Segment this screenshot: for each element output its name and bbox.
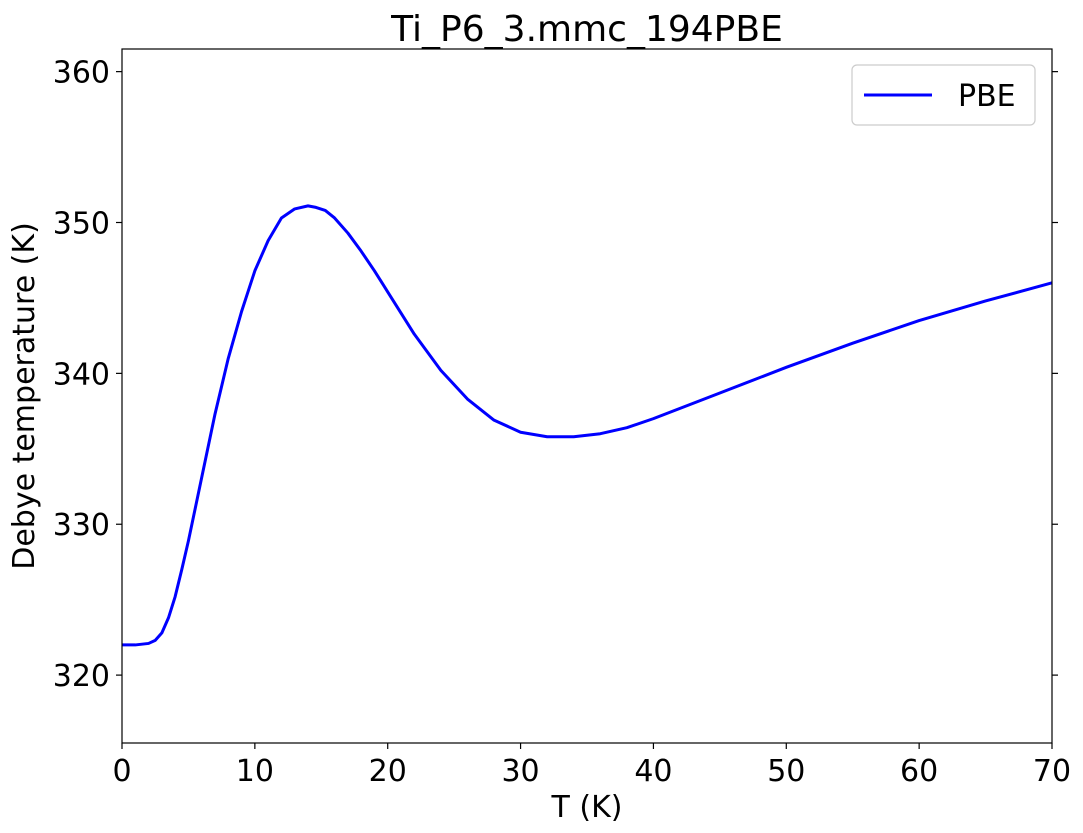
legend: PBE — [851, 64, 1036, 126]
y-tick-label-330: 330 — [53, 508, 110, 543]
x-tick-label-20: 20 — [369, 754, 407, 789]
y-tick-label-340: 340 — [53, 357, 110, 392]
y-tick-label-350: 350 — [53, 207, 110, 242]
legend-label-pbe: PBE — [958, 79, 1016, 114]
y-axis-label: Debye temperature (K) — [7, 222, 42, 570]
x-tick-label-60: 60 — [900, 754, 938, 789]
x-tick-label-0: 0 — [112, 754, 131, 789]
plot-area: 0 10 20 30 40 50 60 70 320 330 340 350 360 — [53, 48, 1071, 789]
y-tick-label-360: 360 — [53, 56, 110, 91]
x-tick-label-10: 10 — [236, 754, 274, 789]
y-tick-label-320: 320 — [53, 659, 110, 694]
x-axis-label: T (K) — [551, 790, 623, 825]
series-line-pbe — [122, 204, 1053, 647]
axes-frame — [121, 48, 1053, 744]
x-tick-label-50: 50 — [767, 754, 805, 789]
chart-title: Ti_P6_3.mmc_194PBE — [390, 9, 783, 50]
x-tick-label-70: 70 — [1033, 754, 1071, 789]
x-tick-label-40: 40 — [634, 754, 672, 789]
legend-box — [851, 64, 1036, 126]
x-tick-label-30: 30 — [501, 754, 539, 789]
